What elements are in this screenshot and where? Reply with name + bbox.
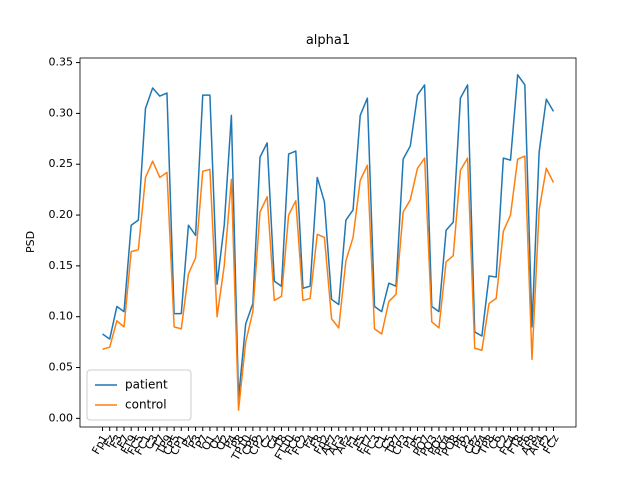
y-tick-label: 0.00 [49, 411, 74, 424]
x-tick-label: C2 [493, 433, 512, 452]
x-tick-label: Oz [207, 432, 226, 451]
x-tick-label: T8 [271, 432, 290, 451]
x-tick-label: P5 [408, 433, 426, 451]
chart-title: alpha1 [306, 33, 350, 48]
x-tick-label: F7 [114, 433, 132, 451]
plot-frame [79, 57, 577, 428]
x-tick-label: F5 [350, 433, 368, 451]
x-tick-label: P7 [193, 433, 211, 451]
x-tick-label: Cz [257, 432, 275, 450]
x-tick-label: Fz [101, 432, 118, 449]
x-tick-label: F3 [107, 433, 125, 451]
y-tick-label: 0.20 [49, 208, 74, 221]
x-tick-label: F8 [308, 433, 326, 451]
x-tick-label: P6 [451, 433, 469, 451]
legend-label: patient [125, 378, 168, 392]
y-tick-label: 0.15 [49, 259, 74, 272]
x-tick-label: P4 [221, 433, 239, 451]
x-tick-label: P1 [400, 433, 418, 451]
x-tick-label: F4 [300, 433, 318, 451]
x-tick-label: C6 [486, 433, 505, 452]
y-tick-label: 0.35 [49, 56, 74, 69]
x-tick-label: P8 [229, 433, 247, 451]
legend-frame [86, 369, 192, 421]
legend-label: control [125, 398, 167, 412]
y-tick-label: 0.30 [49, 106, 74, 119]
x-tick-label: P2 [458, 433, 476, 451]
x-tick-label: C3 [142, 433, 161, 452]
y-tick-label: 0.10 [49, 310, 74, 323]
data-line [102, 74, 555, 399]
y-tick-label: 0.05 [49, 361, 74, 374]
y-tick-label: 0.25 [49, 157, 74, 170]
x-tick-label: F6 [515, 433, 533, 451]
x-tick-label: C5 [378, 433, 397, 452]
legend: patient control [86, 369, 192, 421]
data-line [102, 155, 555, 411]
x-tick-label: Pz [179, 432, 197, 449]
x-tick-label: T7 [149, 432, 168, 451]
x-tick-label: F1 [343, 433, 361, 451]
y-axis-label: PSD [24, 231, 37, 253]
x-tick-label: F2 [537, 433, 555, 451]
x-tick-label: P3 [186, 433, 204, 451]
x-tick-label: C4 [264, 433, 283, 452]
x-tick-label: C1 [371, 433, 390, 452]
